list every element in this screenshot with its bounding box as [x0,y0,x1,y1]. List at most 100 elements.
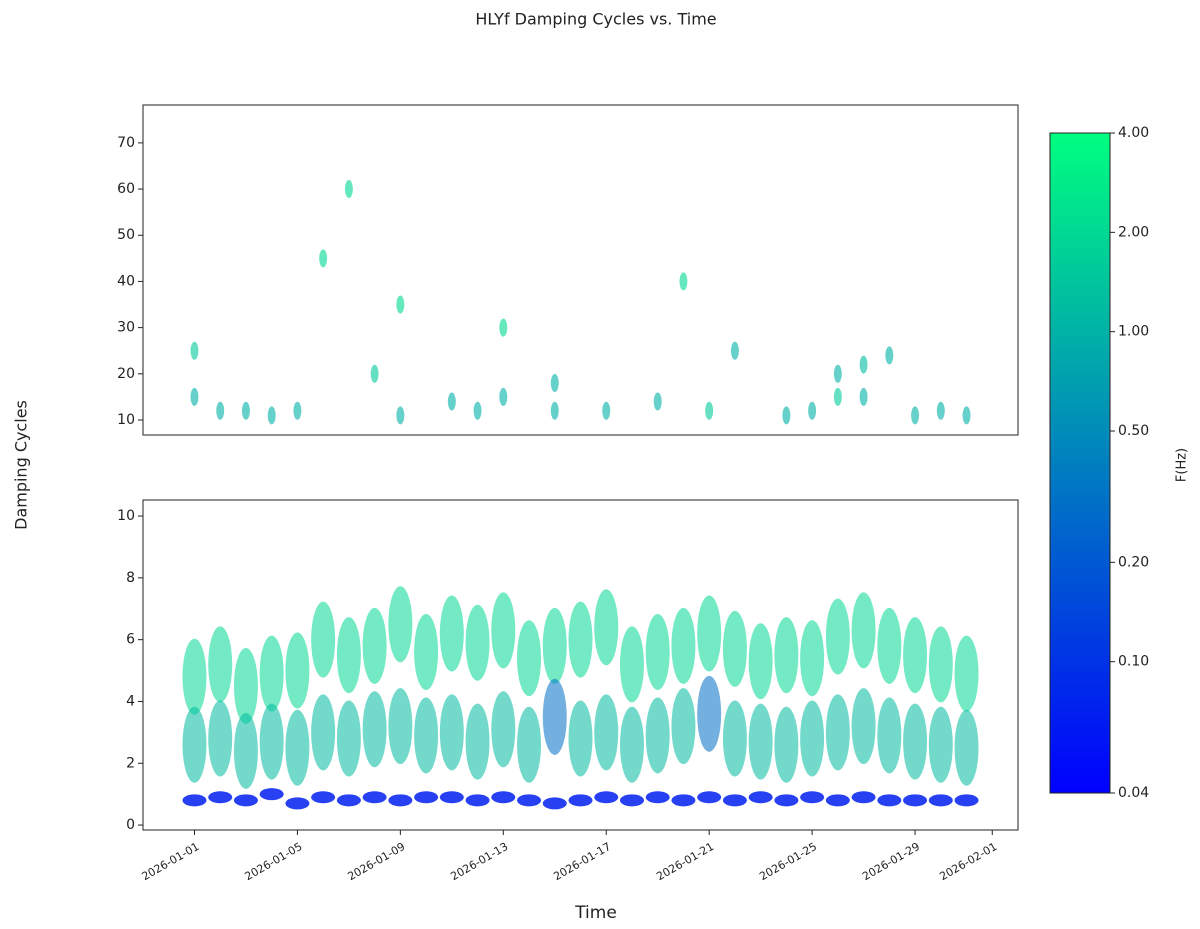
point [542,678,567,755]
point [903,794,928,807]
point [911,406,920,425]
point [233,712,258,789]
point [208,700,233,777]
point [782,406,791,425]
y-tick-label: 50 [117,227,135,243]
x-tick-label: 2026-01-25 [757,840,819,883]
point [602,401,611,420]
point [568,601,593,678]
colorbar-tick-label: 0.20 [1118,554,1149,570]
point [362,607,387,684]
point [808,401,817,420]
point [800,791,825,804]
point [216,401,225,420]
point [954,709,979,786]
point [362,691,387,768]
point [851,688,876,765]
y-tick-label: 30 [117,320,135,336]
point [311,694,336,771]
point [259,788,284,801]
point [877,607,902,684]
point [679,272,688,291]
chart-title: HLYf Damping Cycles vs. Time [475,10,716,29]
colorbar-tick-label: 0.04 [1118,785,1149,801]
point [833,364,842,383]
colorbar-tick-label: 2.00 [1118,224,1149,240]
point [903,617,928,694]
x-tick-label: 2026-01-05 [243,840,305,883]
point [877,697,902,774]
point [774,706,799,783]
point [517,794,542,807]
point [396,295,405,314]
y-tick-label: 2 [126,755,135,771]
point [859,387,868,406]
point [722,794,747,807]
point [697,595,722,672]
point [285,709,310,786]
point [542,797,567,810]
point [414,614,439,691]
point [954,635,979,712]
axes-frame [142,104,1019,436]
point [439,595,464,672]
point [928,706,953,783]
point [722,700,747,777]
point [645,791,670,804]
point [542,607,567,684]
point [653,392,662,411]
point [465,703,490,780]
x-tick-label: 2026-02-01 [937,840,999,883]
point [319,249,328,268]
point [182,706,207,783]
y-tick-label: 0 [126,817,135,833]
point [190,387,199,406]
point [748,623,773,700]
point [722,610,747,687]
point [336,617,361,694]
point [671,688,696,765]
point [825,694,850,771]
point [293,401,302,420]
point [748,791,773,804]
point [344,180,353,199]
colorbar [1050,133,1110,793]
point [697,675,722,752]
point [311,791,336,804]
point [285,632,310,709]
x-tick-label: 2026-01-17 [551,840,613,883]
colorbar-tick-label: 4.00 [1118,125,1149,141]
point [833,387,842,406]
point [936,401,945,420]
colorbar-label: F(Hz) [1175,448,1190,482]
point [439,694,464,771]
y-tick-label: 8 [126,570,135,586]
point [259,635,284,712]
point [697,791,722,804]
point [414,697,439,774]
point [730,341,739,360]
point [491,691,516,768]
point [928,794,953,807]
point [928,626,953,703]
point [190,341,199,360]
point [774,617,799,694]
point [671,794,696,807]
point [182,638,207,715]
point [645,614,670,691]
point [594,791,619,804]
point [851,791,876,804]
x-tick-label: 2026-01-29 [860,840,922,883]
point [550,401,559,420]
point [499,387,508,406]
x-axis-label: Time [574,903,617,923]
point [233,794,258,807]
point [439,791,464,804]
point [336,700,361,777]
point [285,797,310,810]
y-tick-label: 10 [117,412,135,428]
point [962,406,971,425]
point [619,706,644,783]
point [241,401,250,420]
